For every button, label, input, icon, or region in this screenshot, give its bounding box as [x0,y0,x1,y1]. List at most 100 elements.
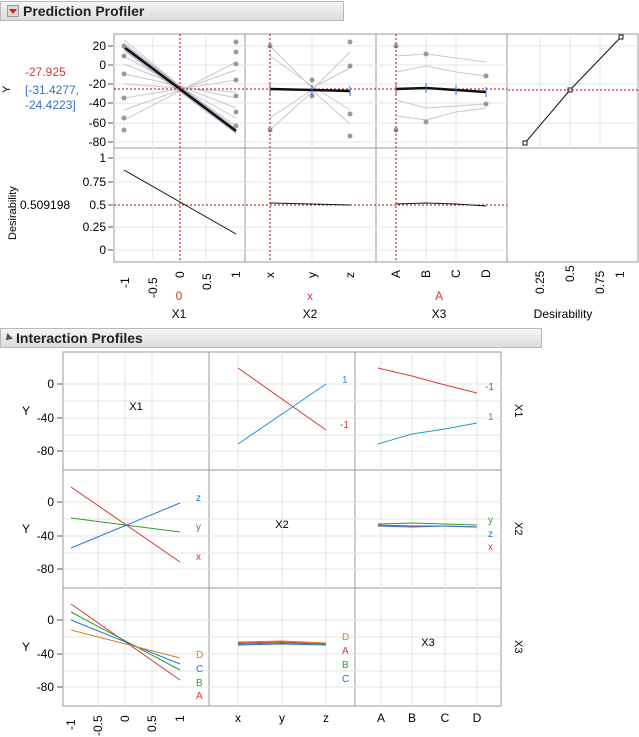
desirability-handle [618,34,624,40]
ix3-tick: D [473,711,482,725]
diag-label-x2: X2 [275,519,288,531]
profiler-y-axis-label: Y [1,85,13,93]
desirability-tick: 0.5 [563,265,577,282]
ix2-tick: z [323,711,329,725]
x3-profile-panel[interactable] [393,34,489,262]
diag-label-x3: X3 [421,637,434,649]
desirability-function-panel[interactable] [508,34,638,146]
x2-tick: y [305,272,319,278]
interaction-y-axis-label: Y [22,640,30,654]
x3-current-value[interactable]: A [435,289,443,303]
desirability-tick: 1 [613,271,627,278]
y-tick: -20 [89,77,107,91]
legend-x3-c: C [342,674,349,685]
ix1-tick: -1 [64,719,78,730]
y-tick: 20 [93,39,107,53]
y-tick: -60 [89,116,107,130]
row-factor-x1: X1 [512,404,524,417]
d-tick: 0.75 [83,175,107,189]
desirability-tick: 0.75 [593,270,607,294]
iy-tick: -40 [37,411,55,425]
x1-current-value[interactable]: 0 [176,289,183,303]
legend-x1-low: -1 [485,382,494,393]
y-tick: -80 [89,135,107,149]
y-tick: 0 [99,58,106,72]
x3-prediction-trace [395,86,487,94]
profiler-y-ci-high: -24.4223] [25,98,76,112]
prediction-profiler-title: Prediction Profiler [23,3,145,19]
interaction-y-axis-label: Y [22,522,30,536]
legend-x1-high: 1 [488,412,494,423]
legend-x3-b: B [196,678,203,689]
x2-desirability-trace [269,202,351,206]
x1-tick: 0.5 [200,273,214,290]
prediction-profiler-header[interactable]: Prediction Profiler [0,1,344,21]
ix2-tick: y [279,711,285,725]
disclosure-icon[interactable] [3,333,13,343]
x2-factor-name: X2 [303,307,318,321]
x3-tick: A [389,270,403,278]
x3-by-x1-line [377,422,478,445]
d-tick: 1 [99,151,106,165]
profiler-y-value: -27.925 [25,65,66,79]
interaction-row-factors: X1 X2 X3 [512,404,524,653]
ix3-tick: B [408,711,416,725]
x3-factor-name: X3 [432,307,447,321]
d-tick: 0 [99,243,106,257]
profiler-y-ci-low: [-31.4277, [25,83,79,97]
x3-by-x1-line [377,367,478,394]
red-triangle-menu-icon[interactable] [7,5,19,17]
x1-tick: 0 [173,271,187,278]
d-tick: 0.25 [83,220,107,234]
legend-x3-a: A [196,691,203,702]
ix3-tick: C [441,711,450,725]
x1-desirability-trace [123,169,237,235]
x3-tick: C [449,269,463,278]
x1-factor-name: X1 [172,307,187,321]
profiler-desir-label: Desirability [7,186,19,240]
iy-tick: 0 [47,495,54,509]
iy-tick: -80 [37,562,55,576]
legend-x2-y: y [488,515,493,526]
iy-tick: -80 [37,680,55,694]
legend-x1-high: 1 [342,375,348,386]
iy-tick: 0 [47,613,54,627]
ix1-tick: 0 [118,715,132,722]
legend-x3-c: C [196,664,203,675]
x2-by-x1-line [237,367,327,431]
interaction-gridlines [63,352,501,706]
interaction-profiles-header[interactable]: Interaction Profiles [0,328,542,348]
x1-tick: -1 [118,277,132,288]
interaction-y-labels: Y Y Y 0 -40 -80 0 -40 -80 0 -40 -80 [22,377,54,694]
x1-profile-panel[interactable] [114,34,507,262]
profiler-panels [113,33,639,263]
x2-profile-panel[interactable] [267,34,353,262]
d-tick: 0.5 [89,198,106,212]
interaction-row-x2[interactable]: z y x X2 y z x [70,486,493,563]
legend-x3-a: A [342,646,349,657]
legend-x1-low: -1 [340,420,349,431]
diag-label-x1: X1 [129,401,142,413]
profiler-y-ticks: 20 0 -20 -40 -60 -80 1 0.75 0.5 0.25 0 [83,39,107,257]
ix2-tick: x [235,711,241,725]
iy-tick: 0 [47,377,54,391]
interaction-row-x1[interactable]: X1 1 -1 -1 1 [129,367,494,445]
x1-by-x2-line [70,502,181,549]
desirability-handle [522,140,528,146]
interaction-profiles-title: Interaction Profiles [16,330,143,346]
x3-tick: D [479,269,493,278]
x1-by-x3-line [70,611,181,671]
x2-tick: z [343,272,357,278]
legend-x2-x: x [488,542,493,553]
x3-desirability-trace [395,202,487,207]
row-factor-x2: X2 [512,522,524,535]
x2-current-value[interactable]: x [307,289,313,303]
row-factor-x3: X3 [512,640,524,653]
profiler-y-readout: Y -27.925 [-31.4277, -24.4223] Desirabil… [1,65,79,240]
interaction-y-axis-label: Y [22,404,30,418]
legend-x3-b: B [342,660,349,671]
iy-tick: -40 [37,647,55,661]
interaction-tick-marks [57,383,63,688]
ix1-tick: 0.5 [145,715,159,732]
interaction-row-x3[interactable]: D C B A D A B C X3 [70,603,435,702]
